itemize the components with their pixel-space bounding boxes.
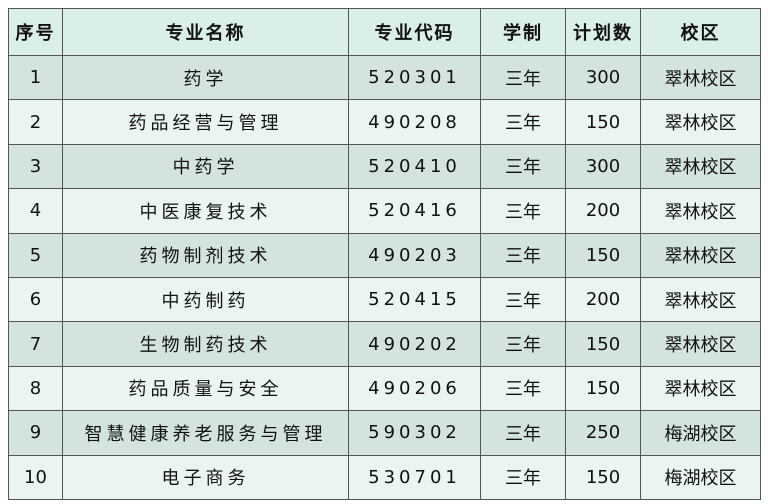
table-cell: 5 — [8, 232, 63, 278]
table-cell: 中药学 — [62, 143, 349, 190]
table-row: 1 药学 520301 三年 300 翠林校区 — [8, 54, 761, 101]
header-row: 序号 专业名称 专业代码 学制 计划数 校区 — [8, 8, 761, 56]
table-cell: 生物制药技术 — [62, 321, 349, 367]
header-cell: 学制 — [480, 8, 566, 56]
table-cell: 200 — [565, 188, 641, 234]
table-cell: 250 — [565, 410, 641, 456]
table-row: 9 智慧健康养老服务与管理 590302 三年 250 梅湖校区 — [8, 410, 761, 456]
table-cell: 10 — [8, 454, 63, 501]
table-cell: 3 — [8, 143, 63, 190]
table-cell: 翠林校区 — [640, 143, 761, 190]
table-cell: 三年 — [480, 143, 566, 190]
table-cell: 150 — [565, 232, 641, 278]
header-cell: 计划数 — [565, 8, 641, 56]
table-row: 4 中医康复技术 520416 三年 200 翠林校区 — [8, 188, 761, 234]
header-cell: 专业代码 — [348, 8, 481, 56]
table-cell: 翠林校区 — [640, 365, 761, 412]
table-cell: 520416 — [348, 188, 481, 234]
table-cell: 翠林校区 — [640, 276, 761, 323]
table-cell: 梅湖校区 — [640, 454, 761, 501]
table-cell: 9 — [8, 410, 63, 456]
table-cell: 药物制剂技术 — [62, 232, 349, 278]
table-row: 7 生物制药技术 490202 三年 150 翠林校区 — [8, 321, 761, 367]
table-cell: 490206 — [348, 365, 481, 412]
table-cell: 药学 — [62, 54, 349, 101]
table-cell: 梅湖校区 — [640, 410, 761, 456]
header-cell: 专业名称 — [62, 8, 349, 56]
table-cell: 三年 — [480, 276, 566, 323]
table-cell: 300 — [565, 143, 641, 190]
table-cell: 三年 — [480, 99, 566, 145]
table-row: 2 药品经营与管理 490208 三年 150 翠林校区 — [8, 99, 761, 145]
table-cell: 智慧健康养老服务与管理 — [62, 410, 349, 456]
table-cell: 翠林校区 — [640, 232, 761, 278]
table-row: 6 中药制药 520415 三年 200 翠林校区 — [8, 276, 761, 323]
header-cell: 校区 — [640, 8, 761, 56]
table-cell: 中医康复技术 — [62, 188, 349, 234]
table-cell: 6 — [8, 276, 63, 323]
major-table: 序号 专业名称 专业代码 学制 计划数 校区 1 药学 520301 三年 300 翠林校区 2 药品经… — [8, 8, 761, 501]
table-cell: 2 — [8, 99, 63, 145]
table-cell: 翠林校区 — [640, 99, 761, 145]
table-cell: 三年 — [480, 54, 566, 101]
table-cell: 490208 — [348, 99, 481, 145]
table-row: 8 药品质量与安全 490206 三年 150 翠林校区 — [8, 365, 761, 412]
table-cell: 三年 — [480, 454, 566, 501]
table-cell: 150 — [565, 365, 641, 412]
table-cell: 药品经营与管理 — [62, 99, 349, 145]
table-cell: 1 — [8, 54, 63, 101]
table-cell: 三年 — [480, 410, 566, 456]
table-cell: 4 — [8, 188, 63, 234]
table-cell: 520415 — [348, 276, 481, 323]
table-cell: 翠林校区 — [640, 188, 761, 234]
table-cell: 150 — [565, 99, 641, 145]
table-cell: 三年 — [480, 365, 566, 412]
table-cell: 7 — [8, 321, 63, 367]
table-cell: 530701 — [348, 454, 481, 501]
table-cell: 590302 — [348, 410, 481, 456]
table-cell: 药品质量与安全 — [62, 365, 349, 412]
table-row: 10 电子商务 530701 三年 150 梅湖校区 — [8, 454, 761, 501]
table-cell: 翠林校区 — [640, 321, 761, 367]
table-cell: 8 — [8, 365, 63, 412]
table-cell: 三年 — [480, 188, 566, 234]
table-row: 5 药物制剂技术 490203 三年 150 翠林校区 — [8, 232, 761, 278]
table-cell: 300 — [565, 54, 641, 101]
table-cell: 150 — [565, 321, 641, 367]
table-cell: 三年 — [480, 232, 566, 278]
table-cell: 490203 — [348, 232, 481, 278]
table-cell: 520301 — [348, 54, 481, 101]
table-cell: 三年 — [480, 321, 566, 367]
header-cell: 序号 — [8, 8, 63, 56]
table-cell: 200 — [565, 276, 641, 323]
table-cell: 电子商务 — [62, 454, 349, 501]
table-cell: 中药制药 — [62, 276, 349, 323]
table-cell: 490202 — [348, 321, 481, 367]
table-cell: 520410 — [348, 143, 481, 190]
table-cell: 150 — [565, 454, 641, 501]
table-row: 3 中药学 520410 三年 300 翠林校区 — [8, 143, 761, 190]
table-cell: 翠林校区 — [640, 54, 761, 101]
